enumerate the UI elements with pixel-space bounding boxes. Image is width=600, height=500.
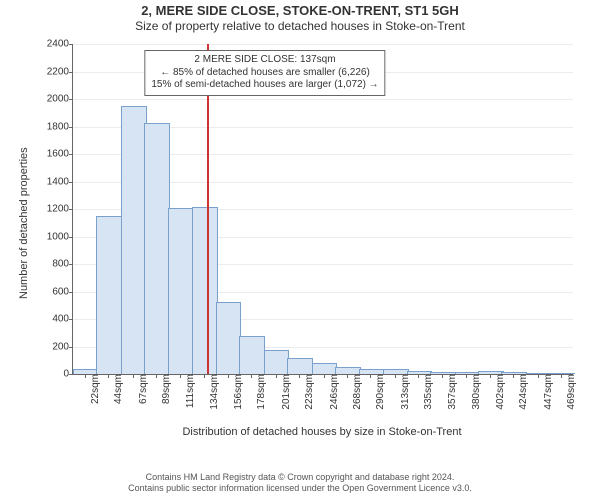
- annotation-box: 2 MERE SIDE CLOSE: 137sqm← 85% of detach…: [144, 50, 385, 96]
- y-tick-label: 1800: [47, 121, 73, 132]
- x-tick-mark: [347, 374, 348, 378]
- histogram-bar: [239, 336, 265, 374]
- x-tick-label: 424sqm: [516, 374, 529, 410]
- x-tick-label: 134sqm: [207, 374, 220, 410]
- histogram-bar: [335, 367, 361, 374]
- histogram-bar: [168, 208, 194, 374]
- annotation-line: 2 MERE SIDE CLOSE: 137sqm: [151, 54, 378, 67]
- x-tick-mark: [513, 374, 514, 378]
- x-tick-label: 357sqm: [445, 374, 458, 410]
- chart-container: 2, MERE SIDE CLOSE, STOKE-ON-TRENT, ST1 …: [0, 0, 600, 500]
- x-tick-mark: [324, 374, 325, 378]
- x-tick-label: 313sqm: [398, 374, 411, 410]
- page-subtitle: Size of property relative to detached ho…: [0, 20, 600, 33]
- y-tick-label: 2200: [47, 66, 73, 77]
- histogram-bar: [144, 123, 170, 374]
- x-tick-label: 290sqm: [373, 374, 386, 410]
- page-title: 2, MERE SIDE CLOSE, STOKE-ON-TRENT, ST1 …: [0, 0, 600, 18]
- histogram-bar: [216, 302, 242, 375]
- x-tick-mark: [538, 374, 539, 378]
- y-tick-label: 1400: [47, 176, 73, 187]
- x-tick-label: 447sqm: [541, 374, 554, 410]
- y-tick-label: 1000: [47, 231, 73, 242]
- x-tick-label: 469sqm: [564, 374, 577, 410]
- x-tick-mark: [276, 374, 277, 378]
- x-tick-mark: [466, 374, 467, 378]
- x-tick-mark: [490, 374, 491, 378]
- footer-line2: Contains public sector information licen…: [0, 483, 600, 494]
- x-tick-mark: [228, 374, 229, 378]
- x-axis-label: Distribution of detached houses by size …: [72, 426, 572, 438]
- x-tick-mark: [395, 374, 396, 378]
- histogram-bar: [264, 350, 290, 374]
- x-tick-mark: [156, 374, 157, 378]
- x-tick-label: 178sqm: [254, 374, 267, 410]
- y-tick-label: 0: [63, 369, 73, 380]
- y-tick-label: 2400: [47, 39, 73, 50]
- y-tick-label: 200: [52, 341, 73, 352]
- annotation-line: ← 85% of detached houses are smaller (6,…: [151, 67, 378, 80]
- y-tick-label: 800: [52, 259, 73, 270]
- x-tick-label: 246sqm: [327, 374, 340, 410]
- x-tick-mark: [251, 374, 252, 378]
- x-tick-label: 402sqm: [493, 374, 506, 410]
- histogram-bar: [96, 216, 122, 374]
- x-tick-label: 111sqm: [183, 374, 196, 408]
- annotation-line: 15% of semi-detached houses are larger (…: [151, 79, 378, 92]
- y-tick-label: 1600: [47, 149, 73, 160]
- x-tick-mark: [370, 374, 371, 378]
- y-tick-label: 2000: [47, 94, 73, 105]
- x-tick-mark: [180, 374, 181, 378]
- x-tick-mark: [108, 374, 109, 378]
- x-tick-label: 89sqm: [159, 374, 172, 404]
- x-tick-mark: [442, 374, 443, 378]
- footer-line1: Contains HM Land Registry data © Crown c…: [0, 472, 600, 483]
- x-tick-mark: [85, 374, 86, 378]
- x-tick-mark: [204, 374, 205, 378]
- x-tick-label: 380sqm: [469, 374, 482, 410]
- x-tick-mark: [561, 374, 562, 378]
- histogram-bar: [192, 207, 218, 374]
- histogram-bar: [312, 363, 338, 374]
- x-tick-mark: [418, 374, 419, 378]
- y-axis-label: Number of detached properties: [18, 147, 30, 299]
- x-tick-label: 268sqm: [350, 374, 363, 410]
- x-tick-label: 335sqm: [421, 374, 434, 410]
- x-tick-label: 223sqm: [302, 374, 315, 410]
- y-tick-label: 600: [52, 286, 73, 297]
- grid-line: [73, 44, 573, 45]
- x-tick-mark: [133, 374, 134, 378]
- grid-line: [73, 99, 573, 100]
- histogram-bar: [287, 358, 313, 374]
- x-tick-label: 67sqm: [136, 374, 149, 404]
- plot-area: 0200400600800100012001400160018002000220…: [72, 44, 573, 375]
- y-tick-label: 1200: [47, 204, 73, 215]
- footer: Contains HM Land Registry data © Crown c…: [0, 472, 600, 494]
- x-tick-label: 156sqm: [231, 374, 244, 410]
- x-tick-label: 201sqm: [279, 374, 292, 410]
- histogram-bar: [121, 106, 147, 374]
- x-tick-mark: [299, 374, 300, 378]
- x-tick-label: 44sqm: [111, 374, 124, 404]
- y-tick-label: 400: [52, 314, 73, 325]
- x-tick-label: 22sqm: [88, 374, 101, 404]
